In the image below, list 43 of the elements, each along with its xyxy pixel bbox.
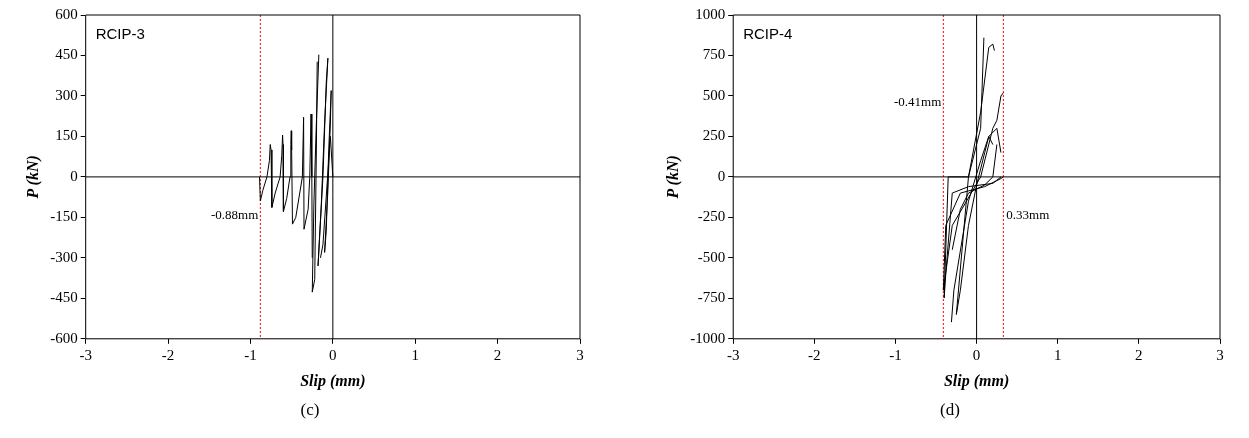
y-tick-label: 0 — [717, 167, 726, 184]
x-tick-label: 2 — [1135, 346, 1143, 363]
y-tick-label: -450 — [50, 289, 78, 306]
y-tick-label: -750 — [697, 289, 726, 306]
y-tick-label: -1000 — [690, 329, 726, 346]
x-tick-label: 1 — [1053, 346, 1062, 363]
x-tick-label: 1 — [411, 346, 419, 363]
y-tick-label: 150 — [55, 127, 78, 144]
x-tick-label: -3 — [79, 346, 92, 363]
x-axis-title: Slip (mm) — [943, 371, 1010, 390]
y-tick-label: 1000 — [695, 5, 726, 22]
y-tick-label: -500 — [697, 248, 726, 265]
x-tick-label: 2 — [493, 346, 502, 363]
y-axis-title: P (kN) — [663, 155, 682, 200]
y-axis-title: P (kN) — [23, 155, 42, 200]
x-tick-label: 0 — [329, 346, 337, 363]
x-tick-label: 3 — [576, 346, 584, 363]
ref-line-label: -0.88mm — [211, 207, 259, 223]
ref-line-label: -0.41mm — [894, 93, 942, 109]
y-tick-label: -250 — [697, 208, 726, 225]
text: (d) — [939, 400, 961, 420]
y-tick-label: 500 — [702, 86, 726, 103]
y-tick-label: 250 — [702, 127, 726, 144]
y-tick-label: -600 — [50, 329, 78, 346]
x-tick-label: -1 — [889, 346, 902, 363]
x-tick-label: -2 — [808, 346, 821, 363]
y-tick-label: -300 — [50, 248, 78, 265]
text: (c) — [299, 400, 321, 420]
x-tick-label: -3 — [726, 346, 740, 363]
x-tick-label: 3 — [1216, 346, 1224, 363]
x-tick-label: -1 — [244, 346, 257, 363]
y-tick-label: -150 — [50, 208, 78, 225]
text: RCIP-4 — [743, 24, 793, 42]
y-tick-label: 300 — [55, 86, 78, 103]
y-tick-label: 0 — [70, 167, 78, 184]
y-tick-label: 600 — [55, 5, 78, 22]
text: RCIP-3 — [95, 24, 145, 42]
x-tick-label: 0 — [972, 346, 981, 363]
y-tick-label: 450 — [55, 46, 78, 63]
x-tick-label: -2 — [161, 346, 175, 363]
y-tick-label: 750 — [702, 46, 726, 63]
x-axis-title: Slip (mm) — [300, 371, 366, 390]
ref-line-label: 0.33mm — [1006, 207, 1050, 223]
